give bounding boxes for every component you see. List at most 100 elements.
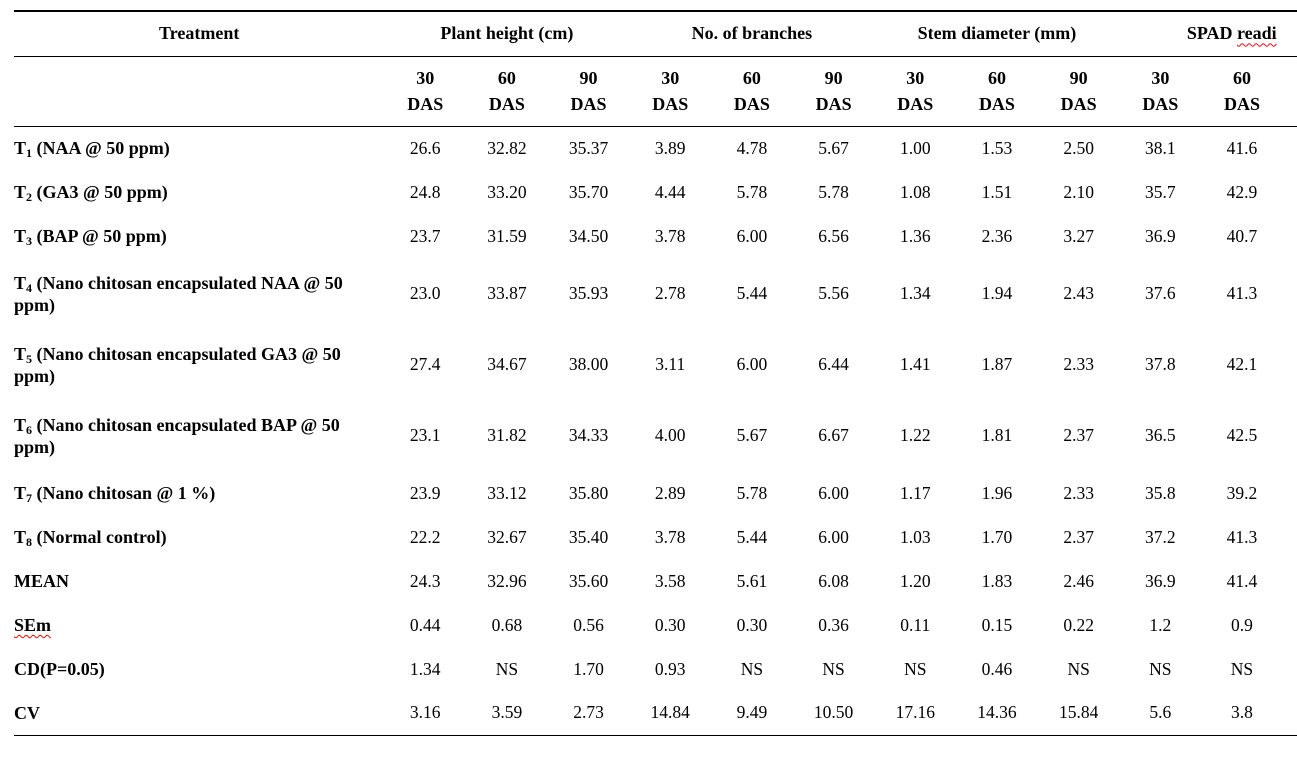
data-cell: 1.41 (899, 354, 931, 374)
table-row: MEAN 24.3 32.96 35.60 3.58 5.61 6.08 1.20 1.83 2.… (14, 559, 1297, 603)
row-label: CV (14, 691, 384, 735)
das-word: DAS (733, 94, 770, 114)
data-cell: 35.80 (568, 482, 609, 503)
data-cell: 35.60 (568, 570, 609, 591)
table-row: T7 (Nano chitosan @ 1 %) 23.9 33.12 35.80 2.… (14, 471, 1297, 515)
data-cell: NS (495, 658, 519, 679)
das-number: 60 (497, 68, 516, 88)
data-cell: 33.87 (487, 283, 527, 303)
data-cell: 26.6 (409, 137, 441, 158)
row-label: T8 (Normal control) (14, 527, 167, 549)
data-cell: 38.00 (568, 354, 609, 374)
data-cell: 2.73 (573, 702, 604, 723)
data-cell: 34.33 (568, 425, 609, 445)
data-cell: 1.83 (981, 570, 1013, 591)
data-cell: 40.7 (1226, 225, 1258, 246)
data-cell: 1.53 (981, 137, 1013, 158)
data-cell: 41.6 (1226, 137, 1258, 158)
das-number: 90 (824, 68, 843, 88)
group-header-branches: No. of branches (629, 11, 875, 57)
data-cell: 5.61 (736, 570, 768, 591)
table-das-header-row: 30 DAS 60 DAS 90 DAS 30 DAS 60 DAS 90 DAS 30 DAS 60 DAS… (14, 56, 1297, 127)
das-column-header: 90 DAS (1037, 56, 1120, 127)
treatment-subscript: 7 (26, 491, 33, 505)
data-cell: 4.78 (736, 137, 768, 158)
data-cell: 2.10 (1063, 181, 1094, 202)
data-cell: 5.67 (818, 137, 849, 158)
data-cell: 0.93 (654, 658, 686, 679)
data-cell: NS (1149, 658, 1172, 679)
data-cell: 0.22 (1063, 614, 1094, 635)
das-column-header: 30 DAS (629, 56, 712, 127)
filler-cell (1283, 258, 1297, 329)
data-cell: 5.78 (818, 181, 849, 202)
data-cell: 42.9 (1226, 181, 1258, 202)
data-cell: NS (1067, 658, 1090, 679)
das-column-header: 90 DAS (547, 56, 630, 127)
data-cell: 1.81 (981, 425, 1013, 445)
group-header-plant-height: Plant height (cm) (384, 11, 630, 57)
data-cell: 41.4 (1226, 570, 1258, 591)
row-label: SEm (14, 603, 384, 647)
data-cell: 33.20 (487, 181, 527, 202)
data-cell: 0.44 (409, 614, 441, 635)
data-cell: 2.33 (1063, 354, 1094, 374)
data-cell: 23.9 (409, 482, 441, 503)
filler-cell (1283, 691, 1297, 735)
das-column-header: 30 DAS (384, 56, 467, 127)
das-column-header: 30 DAS (1119, 56, 1202, 127)
data-cell: 1.03 (899, 526, 931, 547)
data-cell: 5.56 (818, 283, 849, 303)
data-cell: 4.44 (654, 181, 686, 202)
filler-cell (1283, 471, 1297, 515)
data-cell: 35.37 (568, 137, 609, 158)
data-cell: NS (904, 658, 927, 679)
treatment-subscript: 1 (26, 146, 33, 161)
data-cell: 3.8 (1231, 702, 1253, 723)
data-cell: 6.08 (818, 570, 849, 591)
data-cell: 24.3 (409, 570, 441, 591)
data-cell: 35.93 (568, 283, 609, 303)
data-cell: 0.36 (818, 614, 849, 635)
data-cell: 2.33 (1063, 482, 1094, 503)
data-cell: 2.46 (1063, 570, 1094, 591)
das-word: DAS (407, 94, 444, 114)
data-cell: 1.34 (899, 283, 931, 303)
group-header-stem-diameter: Stem diameter (mm) (874, 11, 1120, 57)
data-cell: 39.2 (1226, 482, 1258, 503)
treatment-subscript: 3 (26, 234, 33, 248)
data-cell: 3.89 (654, 137, 686, 158)
data-cell: 34.50 (568, 225, 609, 246)
filler-cell (1283, 400, 1297, 471)
row-label: T2 (GA3 @ 50 ppm) (14, 182, 168, 204)
data-cell: 15.84 (1058, 702, 1099, 723)
data-cell: 37.6 (1145, 283, 1176, 303)
row-label: MEAN (14, 559, 384, 603)
data-cell: 36.9 (1145, 225, 1176, 246)
data-cell: 1.34 (409, 658, 441, 679)
data-cell: 1.22 (899, 425, 931, 445)
das-number: 30 (416, 68, 435, 88)
data-cell: 41.3 (1226, 283, 1258, 303)
row-label-text: CD(P=0.05) (14, 659, 105, 679)
data-cell: 1.00 (899, 137, 931, 158)
das-word: DAS (570, 94, 607, 114)
table-row: SEm 0.44 0.68 0.56 0.30 0.30 0.36 0.11 0.15 0.22 1… (14, 603, 1297, 647)
filler-cell (1283, 170, 1297, 214)
treatment-subscript: 5 (26, 351, 33, 366)
filler-cell (1283, 329, 1297, 400)
das-word: DAS (978, 94, 1015, 114)
data-cell: 9.49 (736, 702, 768, 723)
das-column-header: 60 DAS (711, 56, 793, 127)
das-column-header: 60 DAS (956, 56, 1038, 127)
row-label-text: T3 (14, 226, 33, 248)
data-cell: 3.58 (654, 570, 686, 591)
data-cell: NS (740, 658, 764, 679)
data-cell: 6.00 (736, 354, 768, 374)
row-label-text: CV (14, 702, 40, 723)
data-cell: 36.5 (1145, 425, 1176, 445)
data-cell: 0.30 (654, 614, 686, 635)
data-cell: 33.12 (487, 482, 527, 503)
treatment-subscript: 6 (26, 422, 33, 437)
data-cell: 35.70 (568, 181, 609, 202)
